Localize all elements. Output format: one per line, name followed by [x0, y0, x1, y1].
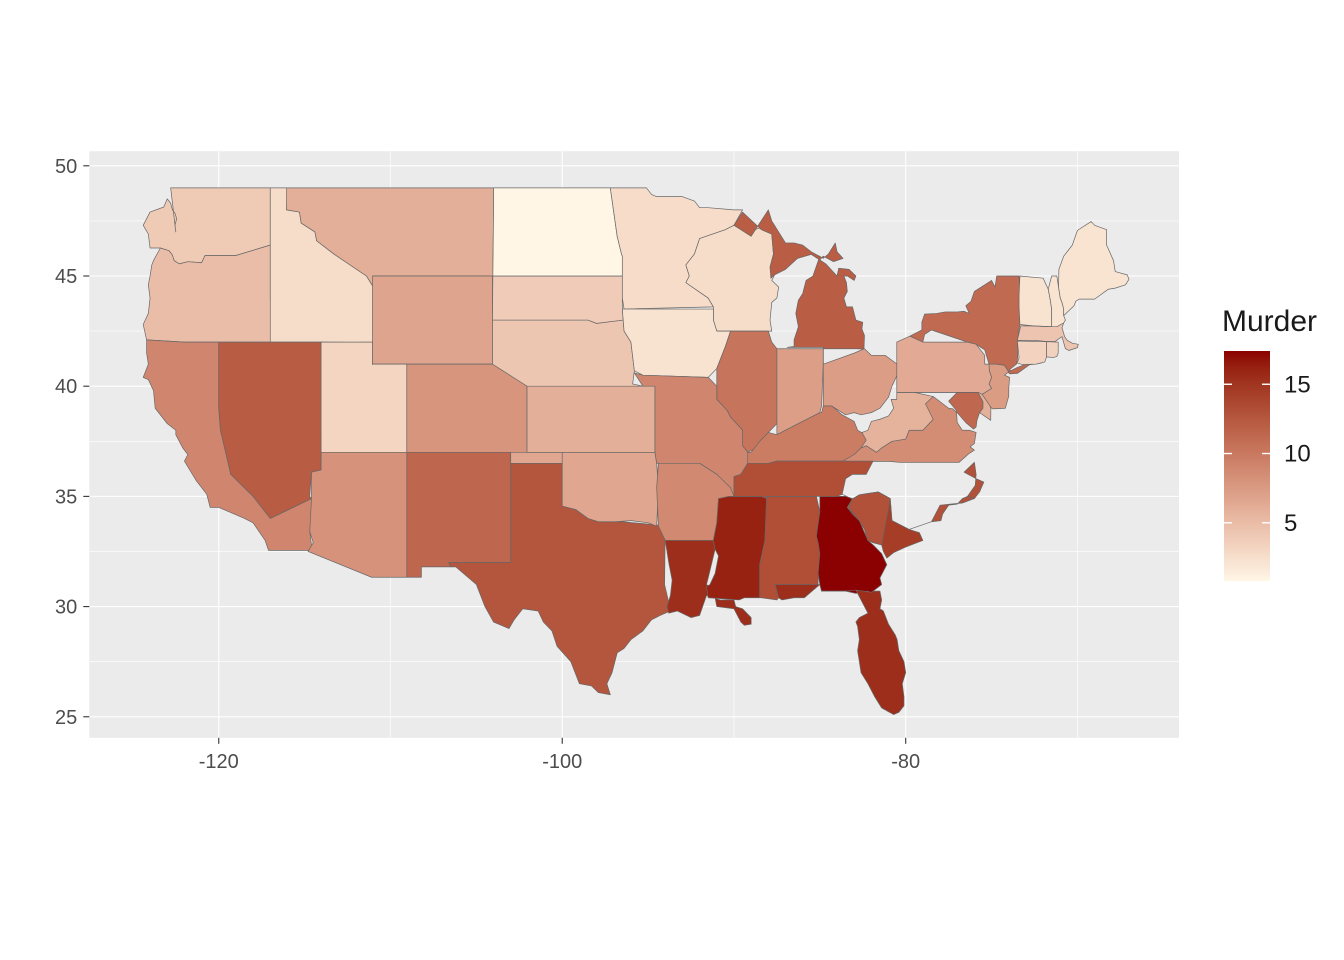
svg-text:-100: -100	[542, 751, 582, 773]
svg-text:40: 40	[55, 376, 77, 398]
svg-text:-120: -120	[199, 751, 239, 773]
svg-text:50: 50	[55, 156, 77, 178]
svg-text:10: 10	[1284, 441, 1311, 468]
svg-text:25: 25	[55, 707, 77, 729]
svg-text:30: 30	[55, 597, 77, 619]
svg-text:5: 5	[1284, 510, 1297, 537]
svg-text:-80: -80	[891, 751, 920, 773]
svg-text:35: 35	[55, 486, 77, 508]
svg-text:Murder: Murder	[1222, 305, 1317, 338]
svg-text:15: 15	[1284, 371, 1311, 398]
svg-text:45: 45	[55, 266, 77, 288]
